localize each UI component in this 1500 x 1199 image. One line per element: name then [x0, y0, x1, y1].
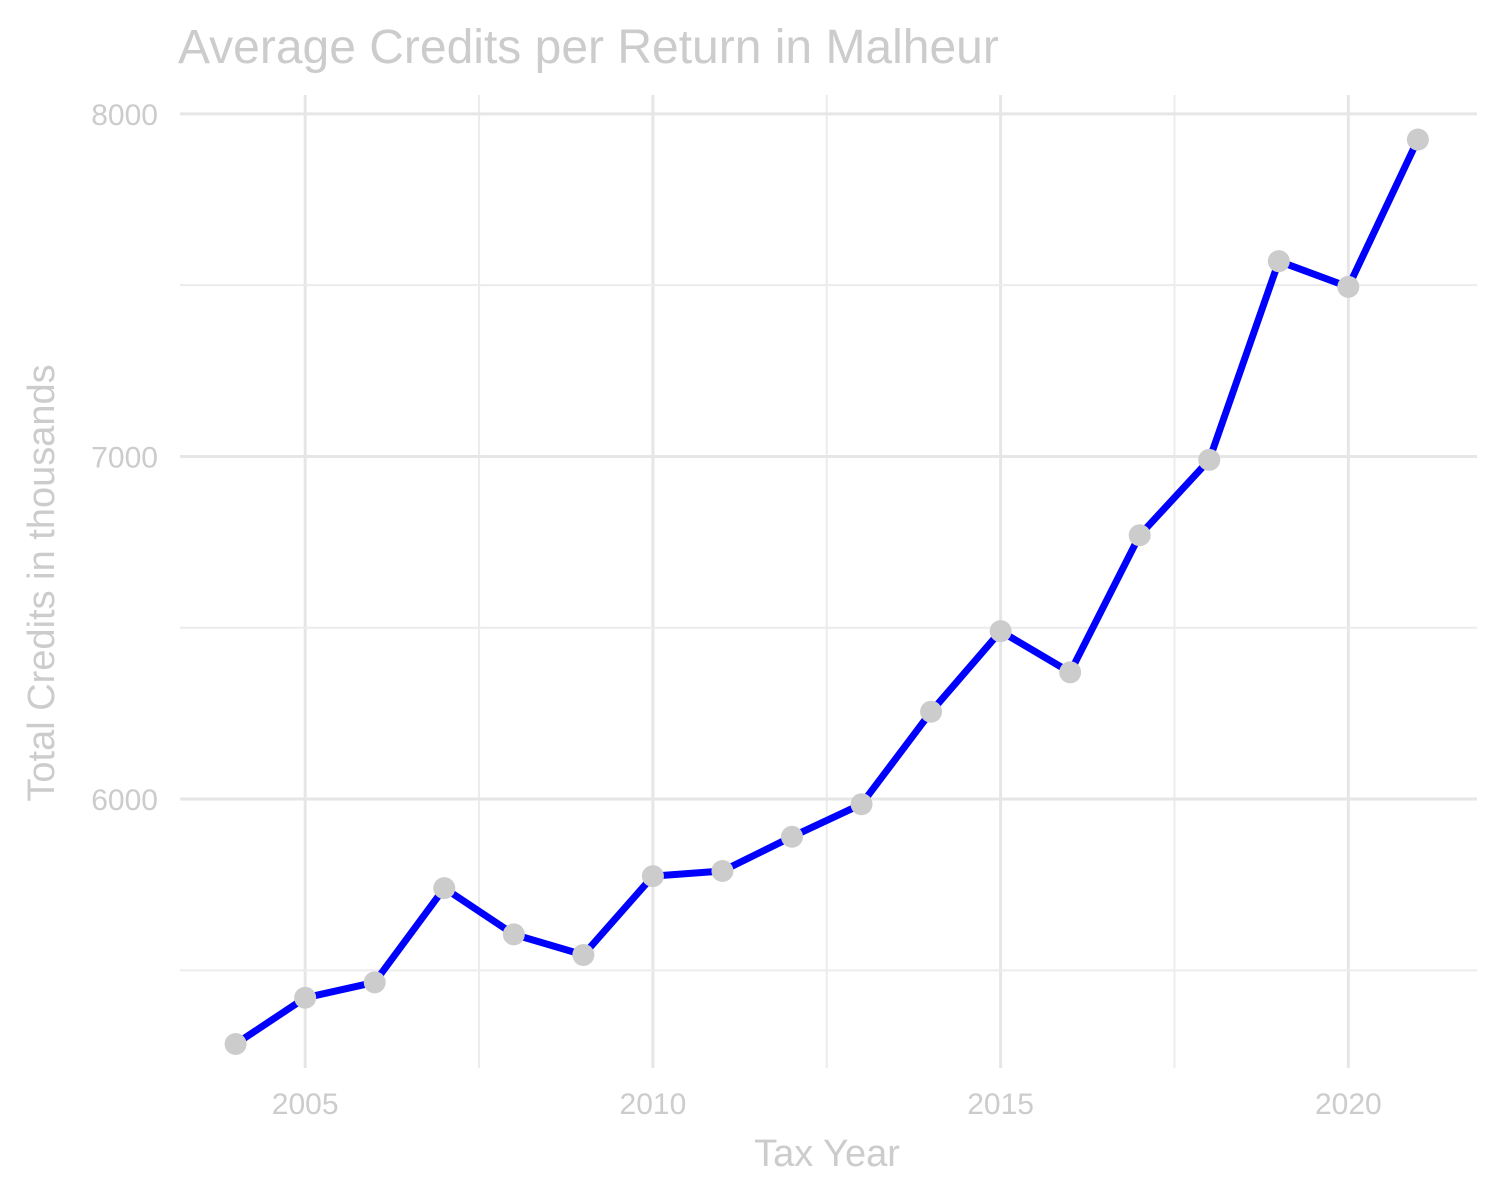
data-point — [1198, 448, 1221, 471]
tick-layer: 2005 2010 2015 2020 6000 7000 8000 — [91, 99, 1381, 1121]
data-point — [502, 923, 525, 946]
x-axis-title: Tax Year — [754, 1133, 900, 1175]
data-point — [1128, 524, 1151, 547]
grid-layer — [180, 95, 1477, 1068]
data-point — [1337, 275, 1360, 298]
data-point — [989, 620, 1012, 643]
series-line — [232, 136, 1422, 1048]
data-point — [363, 971, 386, 994]
y-tick-label: 8000 — [91, 99, 158, 132]
data-point — [572, 943, 595, 966]
data-point — [920, 700, 943, 723]
x-tick-label: 2005 — [272, 1088, 339, 1121]
data-point — [1267, 250, 1290, 273]
point-layer — [224, 128, 1429, 1056]
data-point — [1406, 128, 1429, 151]
data-point — [641, 865, 664, 888]
data-point — [433, 877, 456, 900]
x-tick-label: 2010 — [620, 1088, 687, 1121]
data-point — [711, 860, 734, 883]
data-point — [1059, 661, 1082, 684]
y-axis-title: Total Credits in thousands — [21, 364, 63, 801]
y-tick-label: 6000 — [91, 784, 158, 817]
data-point — [224, 1033, 247, 1056]
data-point — [850, 793, 873, 816]
x-tick-label: 2015 — [967, 1088, 1034, 1121]
data-point — [294, 986, 317, 1009]
data-point — [780, 825, 803, 848]
x-tick-label: 2020 — [1315, 1088, 1382, 1121]
line-layer — [232, 136, 1422, 1048]
chart-title: Average Credits per Return in Malheur — [178, 21, 999, 74]
y-tick-label: 7000 — [91, 441, 158, 474]
